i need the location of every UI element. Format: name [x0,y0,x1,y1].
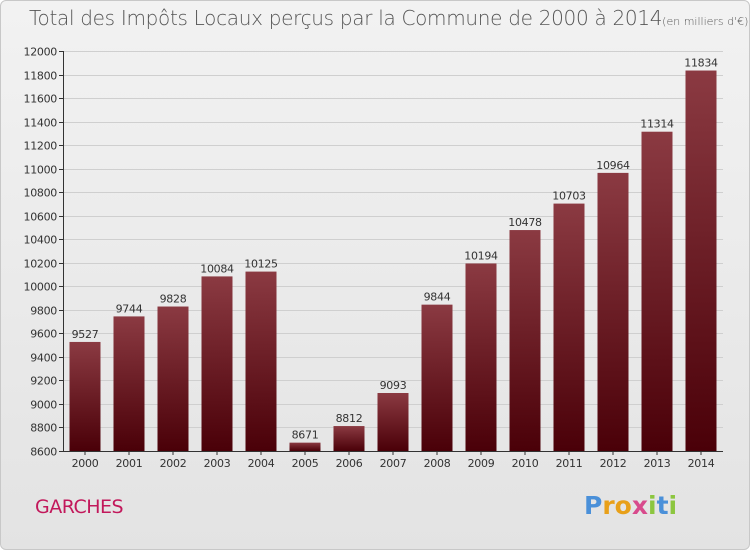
bar-value-label: 11314 [640,118,674,131]
x-tick-label: 2000 [72,457,99,470]
bar [157,306,189,451]
y-tick-label: 11200 [24,140,58,153]
bar-value-label: 8812 [336,412,363,425]
x-tick-label: 2005 [292,457,319,470]
y-tick-label: 8600 [30,446,57,459]
proxiti-logo: Proxiti [584,491,677,520]
bar-value-label: 8671 [292,429,319,442]
x-tick-label: 2011 [556,457,583,470]
y-tick-label: 9000 [30,399,57,412]
bar [113,316,145,451]
bar-value-label: 10703 [552,190,586,203]
y-tick-label: 11800 [24,70,58,83]
y-tick-label: 10400 [24,234,58,247]
x-tick-label: 2004 [248,457,275,470]
y-tick-label: 11600 [24,93,58,106]
y-tick-label: 12000 [24,46,58,59]
x-tick-label: 2008 [424,457,451,470]
bar-value-label: 10125 [244,258,278,271]
x-tick-label: 2012 [600,457,627,470]
bar [465,263,497,451]
logo-letter: i [668,491,678,520]
bar-value-label: 10084 [200,262,234,275]
bar-value-label: 10964 [596,159,630,172]
bar [333,426,365,451]
y-tick-label: 10200 [24,258,58,271]
x-tick-label: 2002 [160,457,187,470]
bar-value-label: 9093 [380,379,407,392]
bar-value-label: 9744 [116,302,143,315]
y-tick-label: 10800 [24,187,58,200]
logo-letter: t [656,491,669,520]
bar [289,442,321,451]
bar-value-label: 9527 [72,328,99,341]
y-tick-label: 9800 [30,305,57,318]
logo-letter: i [648,491,657,520]
bar [245,271,277,451]
logo-letter: P [584,491,603,520]
bar-value-label: 9844 [424,291,451,304]
x-tick-label: 2001 [116,457,143,470]
bar [685,70,717,451]
logo-letter: o [614,491,632,520]
chart-title-unit: (en milliers d'€) [662,15,749,28]
bar [421,304,453,451]
bar [597,172,629,451]
bar [69,341,101,451]
bar-value-label: 10478 [508,216,542,229]
y-tick-label: 10000 [24,281,58,294]
bar-value-label: 9828 [160,293,187,306]
bar-value-label: 10194 [464,249,498,262]
bar-value-label: 11834 [684,57,718,70]
bar [509,230,541,451]
chart-title: Total des Impôts Locaux perçus par la Co… [29,6,748,30]
x-tick-label: 2007 [380,457,407,470]
y-tick-label: 11000 [24,164,58,177]
x-tick-label: 2006 [336,457,363,470]
x-tick-label: 2014 [688,457,715,470]
x-tick-label: 2010 [512,457,539,470]
bar [553,203,585,451]
x-tick-label: 2003 [204,457,231,470]
y-tick-label: 9600 [30,328,57,341]
commune-name: GARCHES [35,496,124,518]
bar [641,131,673,452]
y-tick-label: 8800 [30,422,57,435]
bar [201,276,233,451]
x-tick-label: 2009 [468,457,495,470]
logo-letter: x [631,491,648,520]
y-tick-label: 10600 [24,211,58,224]
x-tick-label: 2013 [644,457,671,470]
y-tick-label: 9200 [30,375,57,388]
y-tick-label: 11400 [24,117,58,130]
chart-title-main: Total des Impôts Locaux perçus par la Co… [29,6,663,30]
bar [377,393,409,451]
logo-letter: r [602,491,615,520]
y-tick-label: 9400 [30,352,57,365]
